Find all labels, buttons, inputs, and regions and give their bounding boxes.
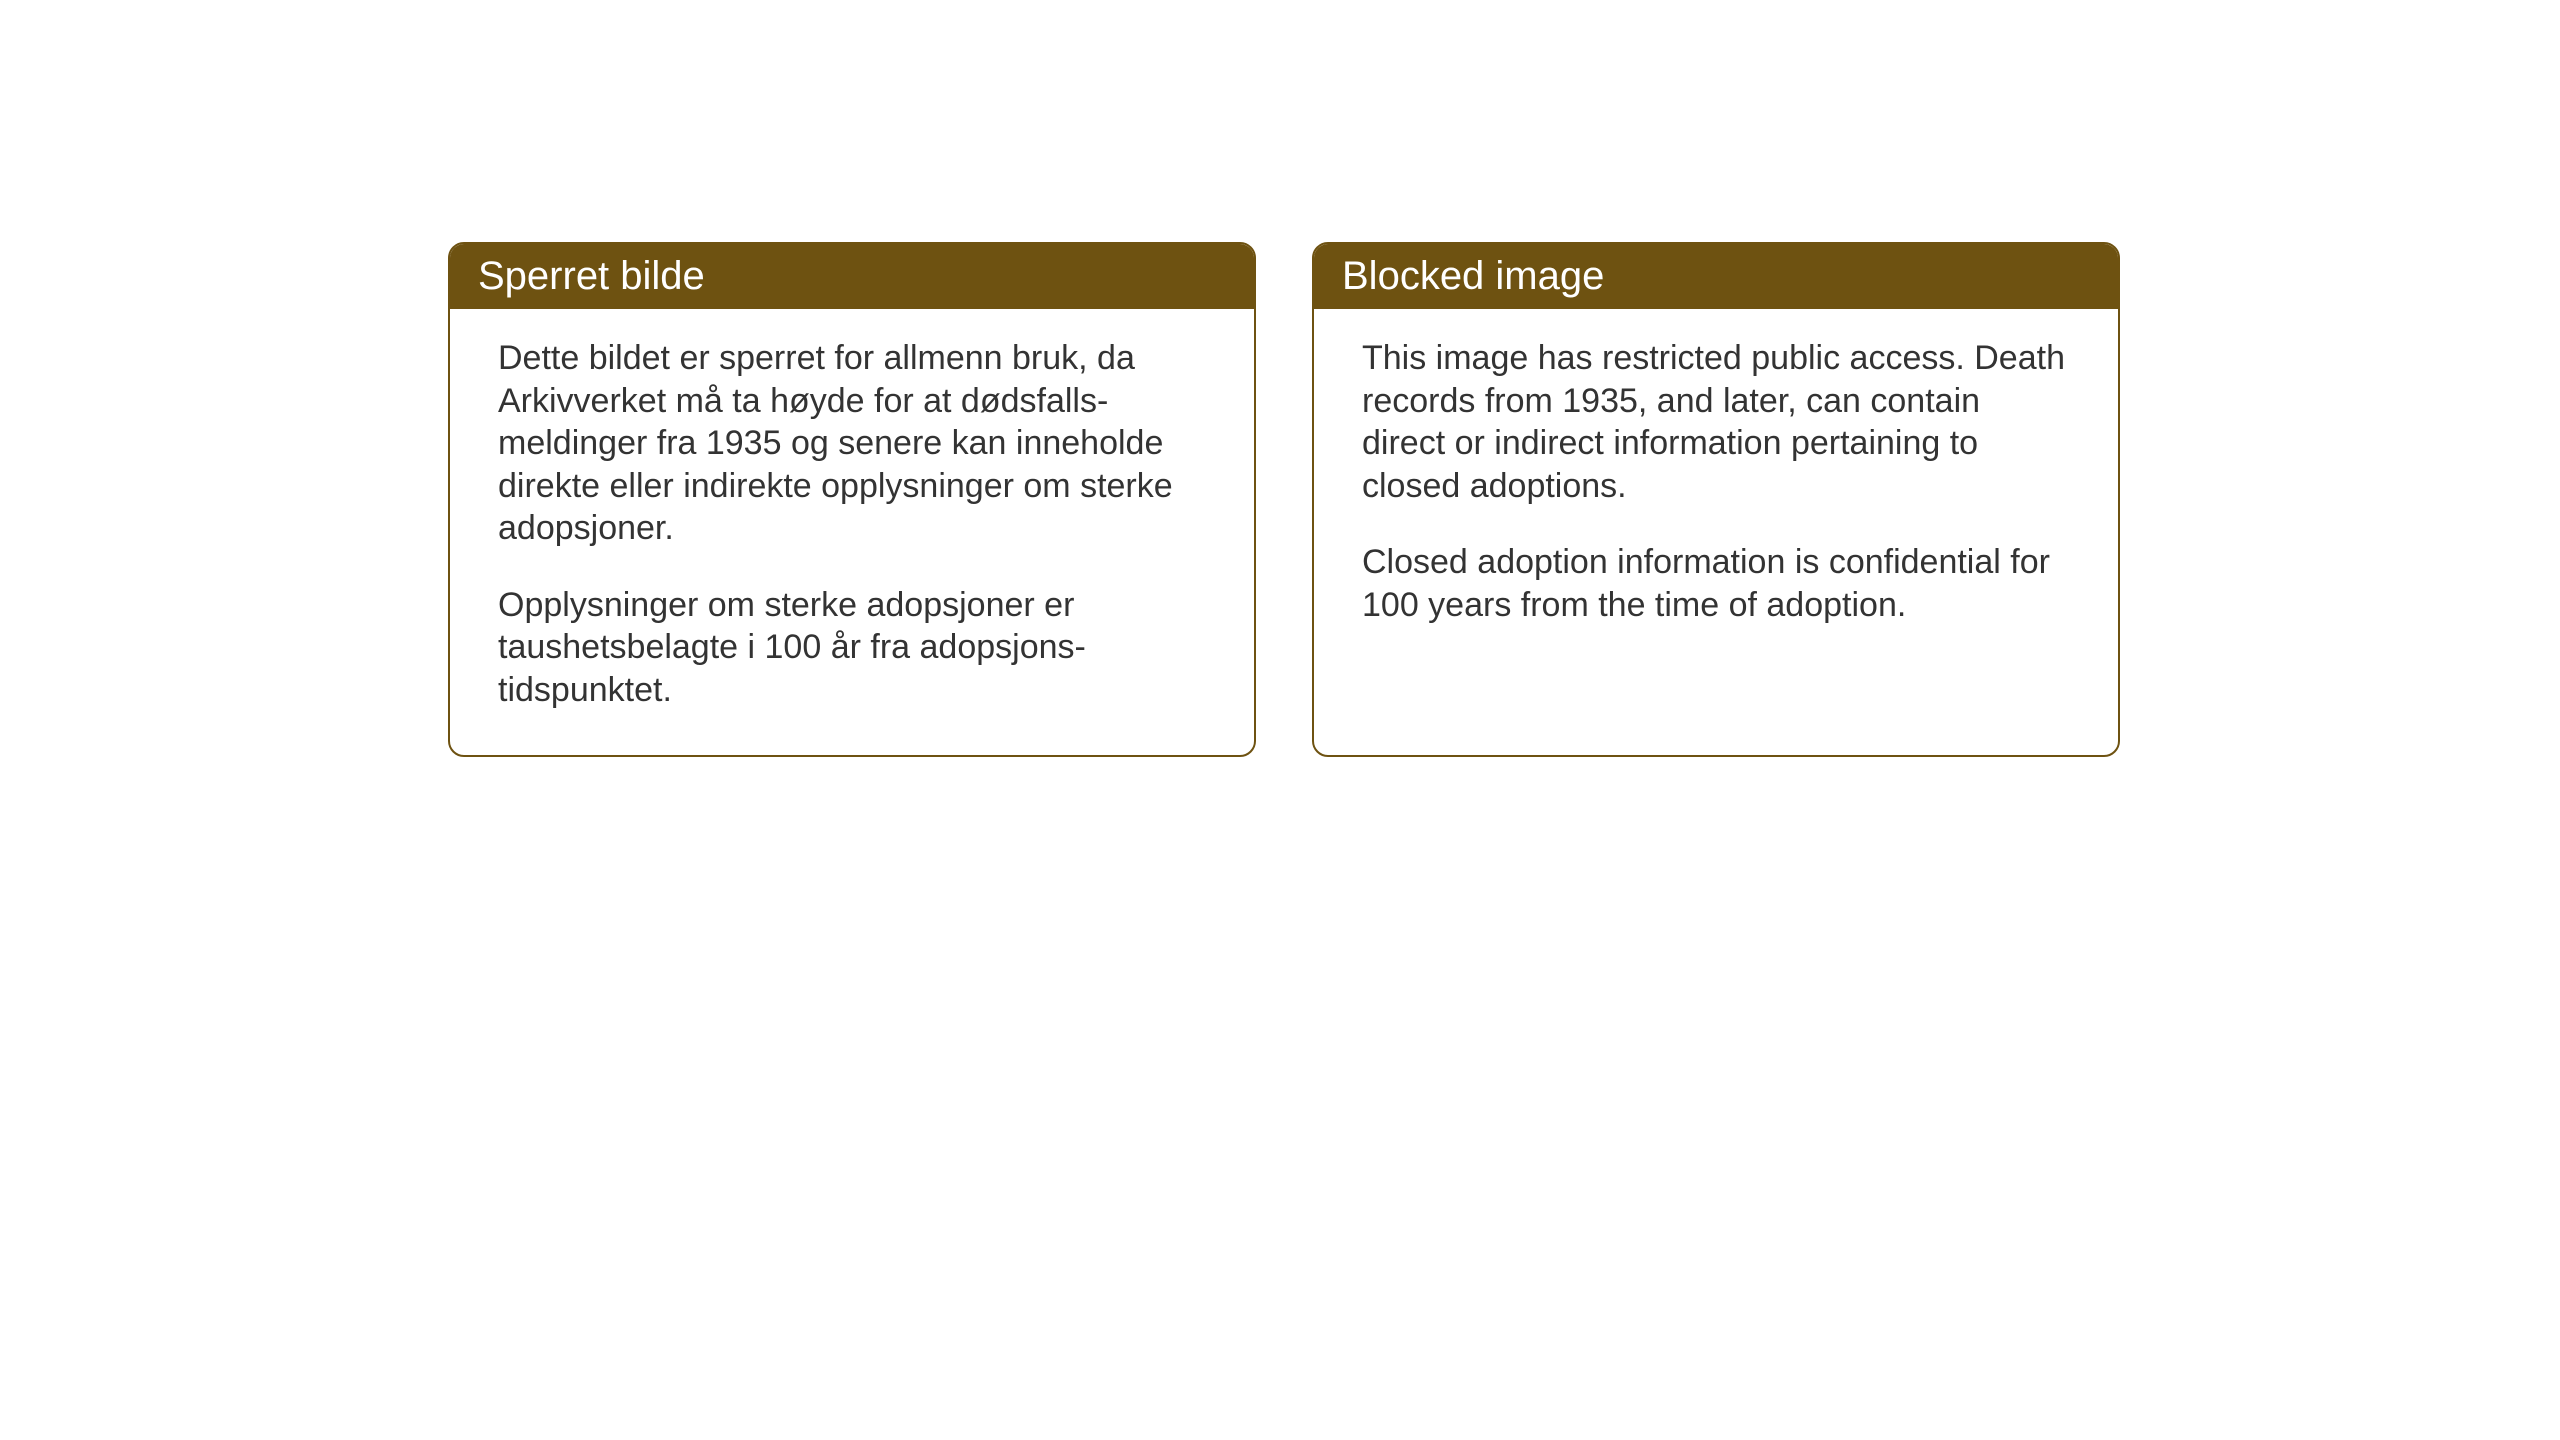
notice-cards-container: Sperret bilde Dette bildet er sperret fo… <box>448 242 2120 757</box>
card-paragraph-1: Dette bildet er sperret for allmenn bruk… <box>498 337 1206 550</box>
card-body-norwegian: Dette bildet er sperret for allmenn bruk… <box>450 309 1254 755</box>
card-paragraph-2: Opplysninger om sterke adopsjoner er tau… <box>498 584 1206 712</box>
card-paragraph-2: Closed adoption information is confident… <box>1362 541 2070 626</box>
card-header-norwegian: Sperret bilde <box>450 244 1254 309</box>
card-header-english: Blocked image <box>1314 244 2118 309</box>
card-paragraph-1: This image has restricted public access.… <box>1362 337 2070 507</box>
notice-card-english: Blocked image This image has restricted … <box>1312 242 2120 757</box>
card-title: Sperret bilde <box>478 254 705 298</box>
card-body-english: This image has restricted public access.… <box>1314 309 2118 670</box>
card-title: Blocked image <box>1342 254 1604 298</box>
notice-card-norwegian: Sperret bilde Dette bildet er sperret fo… <box>448 242 1256 757</box>
